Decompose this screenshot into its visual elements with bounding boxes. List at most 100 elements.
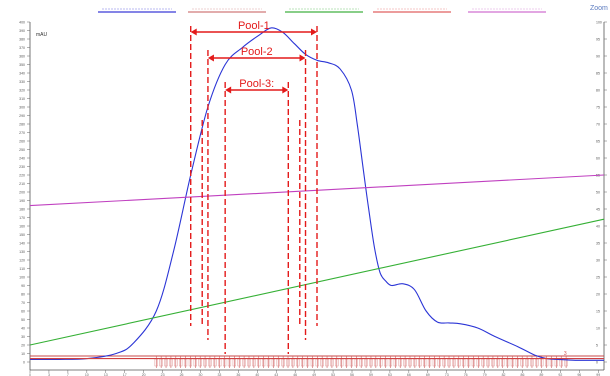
left-tick-label: 180 [19,208,25,212]
series-line-0 [29,27,604,361]
chart-legend [98,8,546,13]
right-tick-label: 50 [596,191,600,195]
left-tick-label: 310 [19,97,25,101]
right-tick-label: 90 [596,55,600,59]
pool-arrow-head-right [282,86,289,94]
bottom-tick-label: 36 [236,373,240,376]
left-axis-unit: mAU [36,32,48,38]
left-tick-label: 0 [23,361,25,365]
left-tick-label: 70 [21,301,25,305]
left-tick-label: 160 [19,225,25,229]
left-tick-label: 30 [21,335,25,339]
bottom-tick-label: 3 [48,373,50,376]
left-axis-ticks: 0 10 20 30 40 50 60 70 80 90 100 110 120 130 140 150 160… [19,21,30,365]
bottom-tick-label: 96 [577,373,581,376]
bottom-tick-label: 33 [217,373,221,376]
pool-label: Pool-2 [241,46,273,58]
bottom-tick-label: 79 [483,373,487,376]
left-tick-label: 240 [19,157,25,161]
left-tick-label: 120 [19,259,25,263]
zoom-label[interactable]: Zoom [590,5,608,12]
pool-arrow-head-left [225,86,232,94]
right-tick-label: 85 [596,72,600,76]
bottom-axis-ticks: 0 3 7 10 13 17 20 23 26 30 33 36 40 43 46 49 53 56 59 63 66 6… [29,370,600,376]
right-tick-label: 5 [596,344,598,348]
bottom-tick-label: 13 [104,373,108,376]
right-tick-label: 65 [596,140,600,144]
pool-annotations: Pool-1 Pool-2 Pool-3: [190,20,318,354]
pool-arrow-head-left [190,28,197,36]
bottom-tick-label: 92 [558,373,562,376]
bottom-tick-label: 63 [388,373,392,376]
bottom-tick-label: 23 [161,373,165,376]
left-tick-label: 300 [19,106,25,110]
left-tick-label: 100 [19,276,25,280]
right-tick-label: 45 [596,208,600,212]
bottom-tick-label: 66 [407,373,411,376]
right-tick-label: 95 [596,38,600,42]
left-tick-label: 190 [19,199,25,203]
bottom-tick-label: 56 [350,373,354,376]
pool-label: Pool-1 [238,20,270,32]
right-axis-ticks: 0510152025303540455055606570758085909510… [596,21,607,365]
right-tick-label: 40 [596,225,600,229]
left-tick-label: 370 [19,46,25,50]
right-tick-label: 25 [596,276,600,280]
left-tick-label: 200 [19,191,25,195]
left-tick-label: 140 [19,242,25,246]
bottom-tick-label: 82 [502,373,506,376]
right-tick-label: 30 [596,259,600,263]
bottom-tick-label: 99 [596,373,600,376]
left-tick-label: 10 [21,352,25,356]
bottom-tick-label: 7 [67,373,69,376]
chart-axes [29,22,605,371]
left-tick-label: 80 [21,293,25,297]
left-tick-label: 320 [19,89,25,93]
left-tick-label: 220 [19,174,25,178]
bottom-tick-label: 69 [426,373,430,376]
left-tick-label: 360 [19,55,25,59]
bottom-tick-label: 0 [29,373,31,376]
bottom-tick-label: 30 [199,373,203,376]
left-tick-label: 260 [19,140,25,144]
fraction-marker-label: 3 [564,351,567,357]
bottom-tick-label: 46 [293,373,297,376]
left-tick-label: 170 [19,216,25,220]
left-tick-label: 40 [21,327,25,331]
left-tick-label: 130 [19,250,25,254]
right-tick-label: 80 [596,89,600,93]
bottom-tick-label: 76 [464,373,468,376]
right-tick-label: 35 [596,242,600,246]
left-tick-label: 250 [19,148,25,152]
pool-arrow-head-right [299,54,306,62]
right-tick-label: 20 [596,293,600,297]
left-tick-label: 270 [19,131,25,135]
left-tick-label: 110 [19,267,25,271]
left-tick-label: 230 [19,165,25,169]
right-tick-label: 75 [596,106,600,110]
left-tick-label: 20 [21,344,25,348]
bottom-tick-label: 73 [445,373,449,376]
right-tick-label: 0 [596,361,598,365]
bottom-tick-label: 43 [274,373,278,376]
bottom-tick-label: 26 [180,373,184,376]
right-tick-label: 10 [596,327,600,331]
left-tick-label: 390 [19,29,25,33]
bottom-tick-label: 40 [255,373,259,376]
pool-arrow-head-right [311,28,317,36]
left-tick-label: 50 [21,318,25,322]
right-tick-label: 15 [596,310,600,314]
left-tick-label: 400 [19,21,25,25]
right-tick-label: 100 [596,21,602,25]
bottom-tick-label: 10 [85,373,89,376]
left-tick-label: 350 [19,63,25,67]
pool-arrow-head-left [207,54,214,62]
bottom-tick-label: 53 [331,373,335,376]
bottom-tick-label: 49 [312,373,316,376]
left-tick-label: 90 [21,284,25,288]
pool-label: Pool-3: [239,78,274,90]
bottom-tick-label: 59 [369,373,373,376]
right-tick-label: 70 [596,123,600,127]
bottom-tick-label: 17 [123,373,127,376]
